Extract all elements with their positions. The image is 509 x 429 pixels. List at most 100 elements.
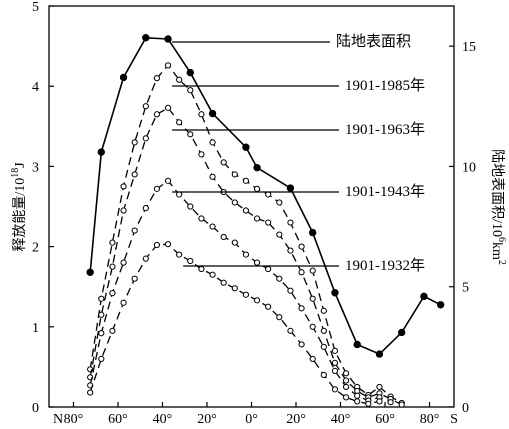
left-tick-label: 5 <box>32 0 39 15</box>
data-point <box>142 103 149 110</box>
annotation-layer: 陆地表面积 1901-1985年 1901-1963年 1901-1943年 1901-… <box>172 33 425 274</box>
data-point <box>320 327 327 334</box>
x-end-right-label: S <box>450 412 458 427</box>
left-tick-label: 3 <box>32 160 39 175</box>
x-tick-label: 60° <box>108 412 128 427</box>
data-point <box>242 291 250 298</box>
data-point <box>331 359 339 366</box>
data-point <box>198 215 205 222</box>
data-point <box>342 370 350 377</box>
data-point <box>220 279 227 286</box>
series-4 <box>87 241 383 407</box>
data-point <box>209 139 216 146</box>
data-point <box>131 275 138 282</box>
right-tick-label: 15 <box>462 40 476 55</box>
data-point <box>331 347 339 354</box>
data-point <box>342 383 350 391</box>
data-point <box>198 265 205 273</box>
data-point <box>253 215 261 222</box>
data-point <box>120 207 127 214</box>
data-point <box>187 257 194 265</box>
annotation-label: 1901-1985年 <box>345 77 425 94</box>
data-point <box>187 87 194 94</box>
data-point <box>220 159 227 166</box>
data-point <box>120 259 127 266</box>
data-point <box>98 295 105 302</box>
data-point <box>253 259 261 266</box>
data-point <box>309 295 316 302</box>
data-point <box>298 243 305 250</box>
data-point <box>420 292 428 301</box>
series-layer <box>86 34 445 408</box>
data-point <box>398 401 405 408</box>
data-point <box>265 219 272 226</box>
data-point <box>253 163 261 172</box>
data-point <box>98 330 105 337</box>
data-point <box>375 350 384 358</box>
x-tick-label: 0° <box>245 412 258 427</box>
data-point <box>354 398 361 405</box>
data-point <box>98 355 105 362</box>
x-tick-label: 40° <box>331 412 351 427</box>
data-point <box>153 241 161 249</box>
data-point <box>220 233 227 241</box>
svg-text:陆地表面积/106km2: 陆地表面积/106km2 <box>489 149 507 265</box>
data-point <box>265 303 272 310</box>
right-tick-label: 5 <box>462 281 469 296</box>
x-tick-label: 20° <box>286 412 306 427</box>
right-tick-label: 10 <box>462 160 476 175</box>
data-point <box>276 314 283 321</box>
data-point <box>164 62 172 69</box>
series-0 <box>86 34 445 358</box>
annotation-label: 1901-1963年 <box>345 121 425 138</box>
annotation-label: 1901-1943年 <box>345 183 425 200</box>
plot-frame <box>48 5 455 408</box>
data-point <box>242 177 250 184</box>
data-point <box>309 355 316 362</box>
left-tick-label: 0 <box>32 401 39 416</box>
data-point <box>242 207 250 214</box>
data-point <box>209 173 216 180</box>
data-point <box>231 199 238 206</box>
data-point <box>98 311 105 318</box>
data-point <box>242 143 250 151</box>
data-point <box>298 305 305 312</box>
data-point <box>287 287 294 294</box>
x-end-left-label: N <box>53 412 63 427</box>
data-point <box>198 151 205 158</box>
data-point <box>286 184 295 192</box>
data-point <box>398 328 406 337</box>
data-point <box>164 177 172 184</box>
series-line <box>89 64 403 404</box>
x-tick-label: 20° <box>197 412 217 427</box>
x-tick-label: 40° <box>153 412 173 427</box>
x-axis-ticks: 80° 60° 40° 20° 0° 20° 40° 60° 80° <box>64 402 439 427</box>
data-point <box>209 271 216 278</box>
left-axis-title: 释放能量/1018J <box>10 162 28 252</box>
right-axis-title-main: 陆地表面积/10 <box>489 149 505 237</box>
series-2 <box>87 104 405 408</box>
left-tick-label: 2 <box>32 241 39 256</box>
data-point <box>354 392 361 399</box>
data-point <box>276 231 283 238</box>
data-point <box>142 205 149 212</box>
data-point <box>253 297 261 304</box>
data-point <box>231 285 238 292</box>
data-point <box>231 171 238 178</box>
data-point <box>298 269 305 276</box>
left-axis-title-main: 释放能量/10 <box>12 178 28 252</box>
data-point <box>309 267 316 274</box>
data-point <box>276 199 283 206</box>
data-point <box>164 104 172 111</box>
annotation-label: 1901-1932年 <box>345 257 425 274</box>
data-point <box>176 191 183 198</box>
data-point <box>187 131 194 138</box>
data-point <box>298 341 305 348</box>
data-point <box>187 203 194 210</box>
left-tick-label: 4 <box>32 80 39 95</box>
right-axis-title: 陆地表面积/106km2 <box>489 149 507 265</box>
data-point <box>265 191 272 198</box>
data-point <box>97 148 105 156</box>
data-point <box>209 223 216 230</box>
